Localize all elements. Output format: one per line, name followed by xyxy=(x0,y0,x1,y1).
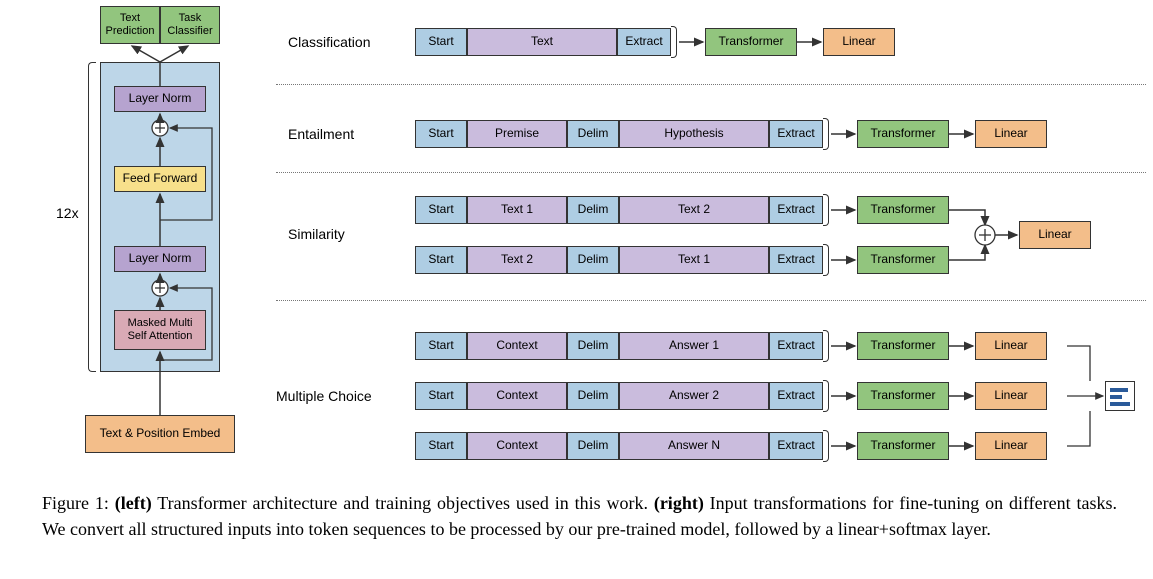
mc-r3-start: Start xyxy=(415,432,467,460)
ent-extract: Extract xyxy=(769,120,823,148)
divider-3 xyxy=(276,300,1146,301)
sim-r1-transformer: Transformer xyxy=(857,196,949,224)
text-prediction-head: Text Prediction xyxy=(100,6,160,44)
mc-r2-extract: Extract xyxy=(769,382,823,410)
layer-norm-2: Layer Norm xyxy=(114,246,206,272)
mc-r2-context: Context xyxy=(467,382,567,410)
sim-r2-bracket xyxy=(823,244,829,276)
mc-r3-extract: Extract xyxy=(769,432,823,460)
caption-bold2: (right) xyxy=(654,493,704,513)
sim-r2-start: Start xyxy=(415,246,467,274)
ent-hypothesis: Hypothesis xyxy=(619,120,769,148)
classification-title: Classification xyxy=(288,34,370,50)
mc-r1-delim: Delim xyxy=(567,332,619,360)
task-classifier-head: Task Classifier xyxy=(160,6,220,44)
mc-softmax-icon xyxy=(1105,381,1135,411)
mc-r2-delim: Delim xyxy=(567,382,619,410)
ent-premise: Premise xyxy=(467,120,567,148)
ent-start: Start xyxy=(415,120,467,148)
mc-r3-linear: Linear xyxy=(975,432,1047,460)
mc-r1-bracket xyxy=(823,330,829,362)
sim-r1-bracket xyxy=(823,194,829,226)
cls-start: Start xyxy=(415,28,467,56)
embed-box: Text & Position Embed xyxy=(85,415,235,453)
cls-transformer: Transformer xyxy=(705,28,797,56)
sim-r2-text2: Text 2 xyxy=(467,246,567,274)
sim-r1-extract: Extract xyxy=(769,196,823,224)
caption-prefix: Figure 1: xyxy=(42,493,115,513)
masked-self-attention: Masked Multi Self Attention xyxy=(114,310,206,350)
sim-r2-transformer: Transformer xyxy=(857,246,949,274)
sim-r2-extract: Extract xyxy=(769,246,823,274)
repeat-bracket xyxy=(88,62,96,372)
similarity-title: Similarity xyxy=(288,226,345,242)
entailment-title: Entailment xyxy=(288,126,354,142)
cls-linear: Linear xyxy=(823,28,895,56)
cls-bracket xyxy=(671,26,677,58)
layer-norm-1: Layer Norm xyxy=(114,86,206,112)
mc-r3-answer: Answer N xyxy=(619,432,769,460)
ent-bracket xyxy=(823,118,829,150)
sim-r1-start: Start xyxy=(415,196,467,224)
figure-caption: Figure 1: (left) Transformer architectur… xyxy=(42,490,1117,542)
sim-r2-delim: Delim xyxy=(567,246,619,274)
caption-mid1: Transformer architecture and training ob… xyxy=(152,493,654,513)
mc-r2-start: Start xyxy=(415,382,467,410)
mc-r2-bracket xyxy=(823,380,829,412)
mc-r1-extract: Extract xyxy=(769,332,823,360)
sim-linear: Linear xyxy=(1019,221,1091,249)
mc-r3-bracket xyxy=(823,430,829,462)
mc-r1-start: Start xyxy=(415,332,467,360)
divider-2 xyxy=(276,172,1146,173)
cls-text: Text xyxy=(467,28,617,56)
mc-r1-context: Context xyxy=(467,332,567,360)
mc-r3-delim: Delim xyxy=(567,432,619,460)
mc-r3-context: Context xyxy=(467,432,567,460)
mc-r3-transformer: Transformer xyxy=(857,432,949,460)
mc-r1-answer: Answer 1 xyxy=(619,332,769,360)
caption-bold1: (left) xyxy=(115,493,152,513)
sim-r1-delim: Delim xyxy=(567,196,619,224)
mc-r1-transformer: Transformer xyxy=(857,332,949,360)
mc-r2-linear: Linear xyxy=(975,382,1047,410)
repeat-label: 12x xyxy=(56,205,79,221)
ent-linear: Linear xyxy=(975,120,1047,148)
sim-r1-text1: Text 1 xyxy=(467,196,567,224)
feed-forward: Feed Forward xyxy=(114,166,206,192)
ent-transformer: Transformer xyxy=(857,120,949,148)
mc-title: Multiple Choice xyxy=(276,388,372,404)
mc-r2-answer: Answer 2 xyxy=(619,382,769,410)
mc-r2-transformer: Transformer xyxy=(857,382,949,410)
ent-delim: Delim xyxy=(567,120,619,148)
mc-r1-linear: Linear xyxy=(975,332,1047,360)
sim-r1-text2: Text 2 xyxy=(619,196,769,224)
sim-r2-text1: Text 1 xyxy=(619,246,769,274)
cls-extract: Extract xyxy=(617,28,671,56)
divider-1 xyxy=(276,84,1146,85)
